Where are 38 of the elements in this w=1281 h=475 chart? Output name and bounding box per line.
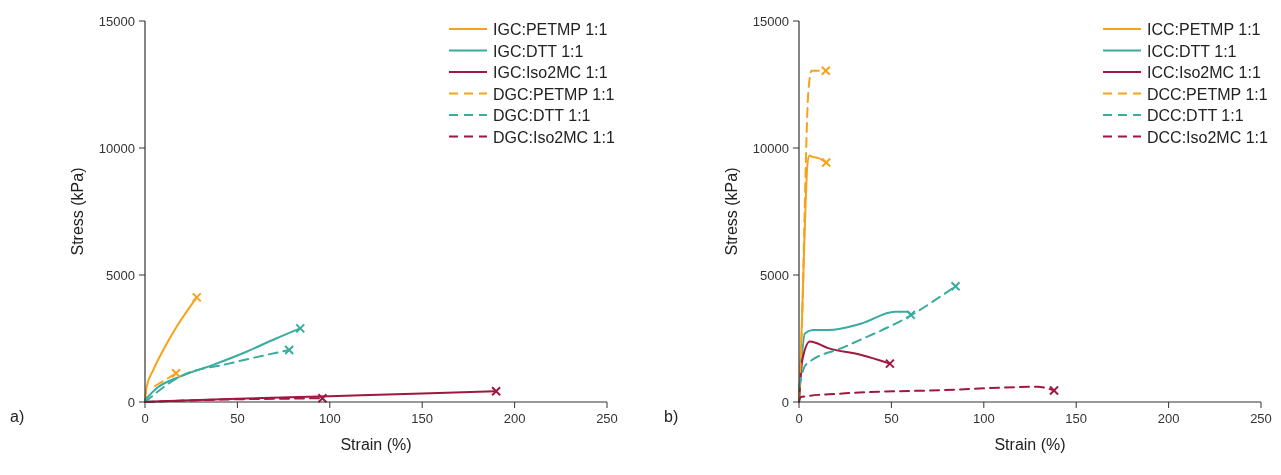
y-tick-label: 0: [127, 394, 135, 410]
legend-label: DCC:PETMP 1:1: [1147, 85, 1268, 103]
legend-label: DCC:Iso2MC 1:1: [1147, 128, 1269, 146]
x-tick-label: 100: [318, 411, 341, 426]
legend-label: IGC:DTT 1:1: [493, 42, 584, 60]
y-tick-label: 10000: [752, 140, 789, 156]
x-axis-title: Strain (%): [340, 436, 412, 453]
text: b): [664, 408, 679, 425]
x-tick-label: 200: [503, 411, 526, 426]
legend-label: ICC:Iso2MC 1:1: [1147, 64, 1261, 81]
x-axis-title: Strain (%): [994, 436, 1066, 453]
text: a): [10, 408, 25, 425]
y-tick-label: 10000: [98, 140, 135, 156]
legend-label: DCC:DTT 1:1: [1147, 107, 1244, 124]
y-tick-label: 15000: [752, 13, 789, 29]
legend-label: DGC:PETMP 1:1: [493, 85, 615, 103]
y-tick-label: 5000: [106, 267, 135, 283]
x-tick-label: 100: [972, 411, 995, 426]
x-tick-label: 150: [1065, 411, 1088, 426]
x-tick-label: 50: [230, 411, 245, 426]
legend-label: ICC:DTT 1:1: [1147, 42, 1237, 60]
x-tick-label: 250: [596, 411, 618, 426]
legend-label: DGC:Iso2MC 1:1: [493, 128, 615, 146]
y-axis-title: Stress (kPa): [723, 167, 740, 256]
x-tick-label: 0: [795, 411, 803, 426]
x-tick-label: 250: [1250, 411, 1272, 426]
legend-label: ICC:PETMP 1:1: [1147, 21, 1261, 38]
x-tick-label: 150: [411, 411, 434, 426]
legend-label: IGC:Iso2MC 1:1: [493, 64, 608, 81]
y-tick-label: 0: [781, 394, 789, 410]
y-tick-label: 5000: [760, 267, 789, 283]
x-tick-label: 50: [884, 411, 899, 426]
x-tick-label: 0: [141, 411, 149, 426]
legend-label: DGC:DTT 1:1: [493, 107, 591, 124]
y-axis-title: Stress (kPa): [69, 167, 86, 256]
x-tick-label: 200: [1157, 411, 1180, 426]
y-tick-label: 15000: [98, 13, 135, 29]
legend-label: IGC:PETMP 1:1: [493, 21, 608, 38]
